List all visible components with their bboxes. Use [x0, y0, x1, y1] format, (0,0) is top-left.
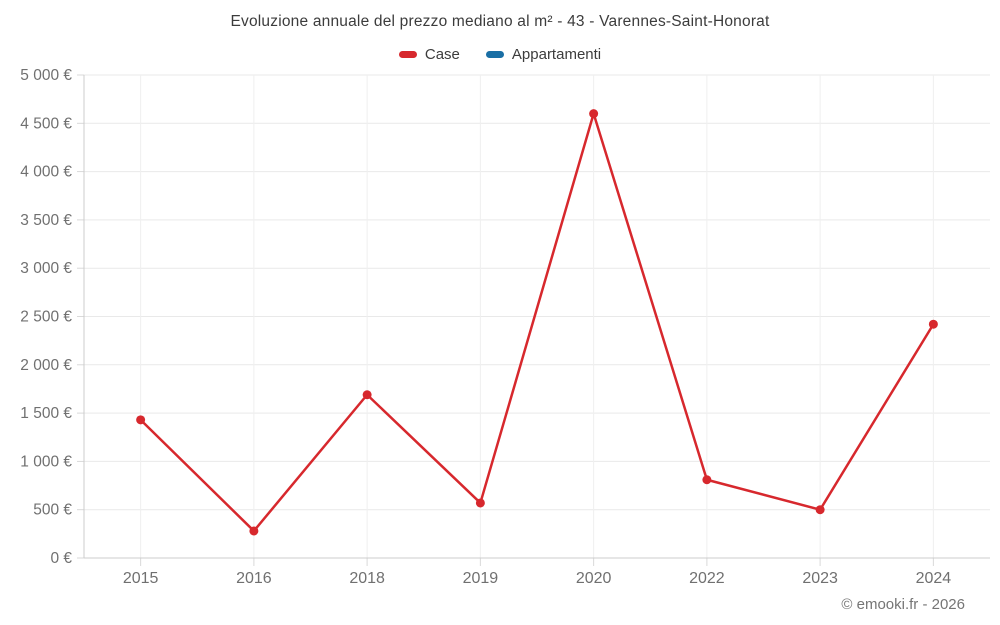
series-line-case: [139, 112, 935, 533]
legend-item-appartamenti[interactable]: Appartamenti: [485, 46, 602, 63]
case-series-swatch-icon: [398, 51, 417, 58]
y-tick-label: 1 000 €: [20, 453, 72, 470]
y-tick-label: 3 000 €: [20, 260, 72, 277]
x-tick-label: 2015: [123, 570, 159, 587]
watermark-credit: © emooki.fr - 2026: [841, 596, 965, 613]
y-tick-label: 0 €: [50, 550, 72, 567]
y-tick-label: 500 €: [33, 502, 72, 519]
chart-title: Evoluzione annuale del prezzo mediano al…: [230, 13, 770, 30]
x-tick-label: 2022: [689, 570, 725, 587]
x-tick-label: 2016: [236, 570, 272, 587]
chart-legend: Case Appartamenti: [0, 46, 1000, 63]
data-point-case[interactable]: [475, 498, 485, 508]
x-tick-label: 2024: [916, 570, 952, 587]
legend-item-case[interactable]: Case: [398, 46, 460, 63]
data-point-case[interactable]: [815, 505, 825, 515]
legend-label-appartamenti: Appartamenti: [511, 46, 602, 63]
y-tick-label: 2 000 €: [20, 357, 72, 374]
data-point-case[interactable]: [136, 415, 146, 425]
legend-label-case: Case: [424, 46, 460, 63]
y-tick-label: 3 500 €: [20, 212, 72, 229]
y-tick-label: 4 500 €: [20, 115, 72, 132]
x-tick-label: 2020: [576, 570, 612, 587]
x-tick-label: 2018: [349, 570, 385, 587]
appartamenti-series-swatch-icon: [485, 51, 504, 58]
y-tick-label: 2 500 €: [20, 309, 72, 326]
x-tick-label: 2023: [802, 570, 838, 587]
x-tick-label: 2019: [463, 570, 499, 587]
y-tick-label: 4 000 €: [20, 164, 72, 181]
data-point-case[interactable]: [928, 319, 938, 329]
data-point-case[interactable]: [702, 475, 712, 485]
y-tick-label: 5 000 €: [20, 67, 72, 84]
data-point-case[interactable]: [249, 526, 259, 536]
y-tick-label: 1 500 €: [20, 405, 72, 422]
data-point-case[interactable]: [589, 109, 599, 119]
data-point-case[interactable]: [362, 390, 372, 400]
